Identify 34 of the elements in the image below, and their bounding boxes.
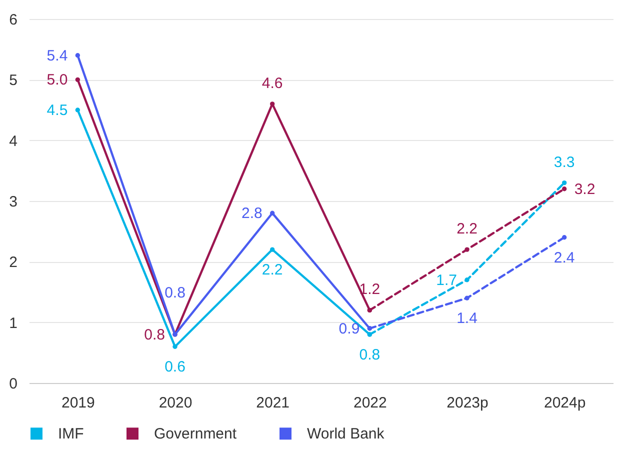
data-label: 0.8 xyxy=(359,346,380,364)
x-tick-label: 2020 xyxy=(158,394,192,412)
data-label: 5.0 xyxy=(46,72,68,89)
y-tick-label: 3 xyxy=(9,194,18,210)
data-label: 1.7 xyxy=(436,272,457,289)
data-label: 2.2 xyxy=(262,262,283,279)
data-label: 1.4 xyxy=(456,310,478,328)
data-label: 0.8 xyxy=(164,284,186,302)
data-label: 4.6 xyxy=(262,74,283,92)
data-label: 4.5 xyxy=(46,102,68,119)
y-tick-label: 0 xyxy=(9,376,18,392)
legend-label: World Bank xyxy=(307,426,385,443)
legend-label: IMF xyxy=(58,426,84,443)
y-tick-label: 4 xyxy=(9,132,18,150)
data-label: 2.4 xyxy=(554,249,575,266)
y-tick-label: 5 xyxy=(9,72,18,90)
data-label: 5.4 xyxy=(46,47,68,64)
y-tick-label: 1 xyxy=(9,314,18,332)
data-label: 0.6 xyxy=(164,358,186,376)
y-tick-label: 2 xyxy=(9,254,18,272)
x-tick-label: 2023p xyxy=(446,394,488,412)
data-label: 0.8 xyxy=(144,326,165,344)
data-label: 3.2 xyxy=(574,180,596,198)
data-label: 0.9 xyxy=(338,320,360,338)
x-tick-label: 2021 xyxy=(256,394,290,412)
x-tick-label: 2019 xyxy=(61,394,95,412)
x-tick-label: 2022 xyxy=(353,394,387,412)
y-tick-label: 6 xyxy=(9,12,18,28)
x-tick-label: 2024p xyxy=(544,394,586,412)
data-label: 1.2 xyxy=(359,281,380,298)
data-label: 2.8 xyxy=(241,205,262,222)
legend-label: Government xyxy=(154,426,238,443)
data-label: 3.3 xyxy=(554,154,575,171)
data-label: 2.2 xyxy=(456,220,478,238)
